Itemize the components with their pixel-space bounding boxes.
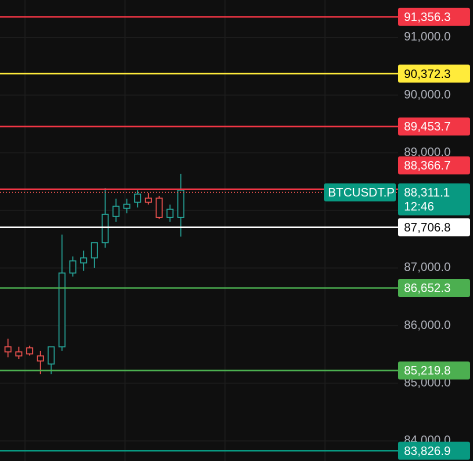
level-label: 90,372.3 <box>404 67 451 81</box>
level-label: 85,219.8 <box>404 364 451 378</box>
level-tag <box>398 278 470 297</box>
countdown: 12:46 <box>404 200 434 214</box>
level-label: 87,706.8 <box>404 220 451 234</box>
level-label: 83,826.9 <box>404 444 451 458</box>
candle-body <box>80 257 88 264</box>
candle-body <box>69 260 77 274</box>
candle-body <box>101 213 109 244</box>
candle-body <box>26 347 34 355</box>
level-label: 89,453.7 <box>404 120 451 134</box>
candle-body <box>155 197 163 218</box>
y-tick-label: 91,000.0 <box>404 30 451 44</box>
candle-body <box>123 203 131 209</box>
level-tag <box>398 441 470 460</box>
level-label: 91,356.3 <box>404 10 451 24</box>
candle-body <box>166 208 174 218</box>
candle-body <box>90 242 98 259</box>
candle-body <box>4 346 12 353</box>
symbol-label: BTCUSDT.P <box>328 186 395 200</box>
y-tick-label: 89,000.0 <box>404 145 451 159</box>
level-tag <box>398 117 470 136</box>
symbol-tag <box>324 183 396 202</box>
y-tick-label: 90,000.0 <box>404 87 451 101</box>
y-tick-label: 87,000.0 <box>404 260 451 274</box>
candle-body <box>134 193 142 203</box>
level-tag <box>398 156 470 175</box>
level-tag <box>398 64 470 83</box>
candle-body <box>112 205 120 217</box>
level-label: 86,652.3 <box>404 281 451 295</box>
candle-body <box>58 272 66 348</box>
candle-body <box>36 355 44 362</box>
level-tag <box>398 218 470 237</box>
price-tag <box>398 183 470 216</box>
y-tick-label: 86,000.0 <box>404 318 451 332</box>
candle-body <box>15 351 23 357</box>
level-label: 88,366.7 <box>404 159 451 173</box>
candle-body <box>47 346 55 365</box>
candle-body <box>144 197 152 203</box>
level-tag <box>398 361 470 380</box>
current-price-label: 88,311.1 <box>404 186 450 200</box>
candle-body <box>177 189 185 218</box>
level-tag <box>398 7 470 26</box>
